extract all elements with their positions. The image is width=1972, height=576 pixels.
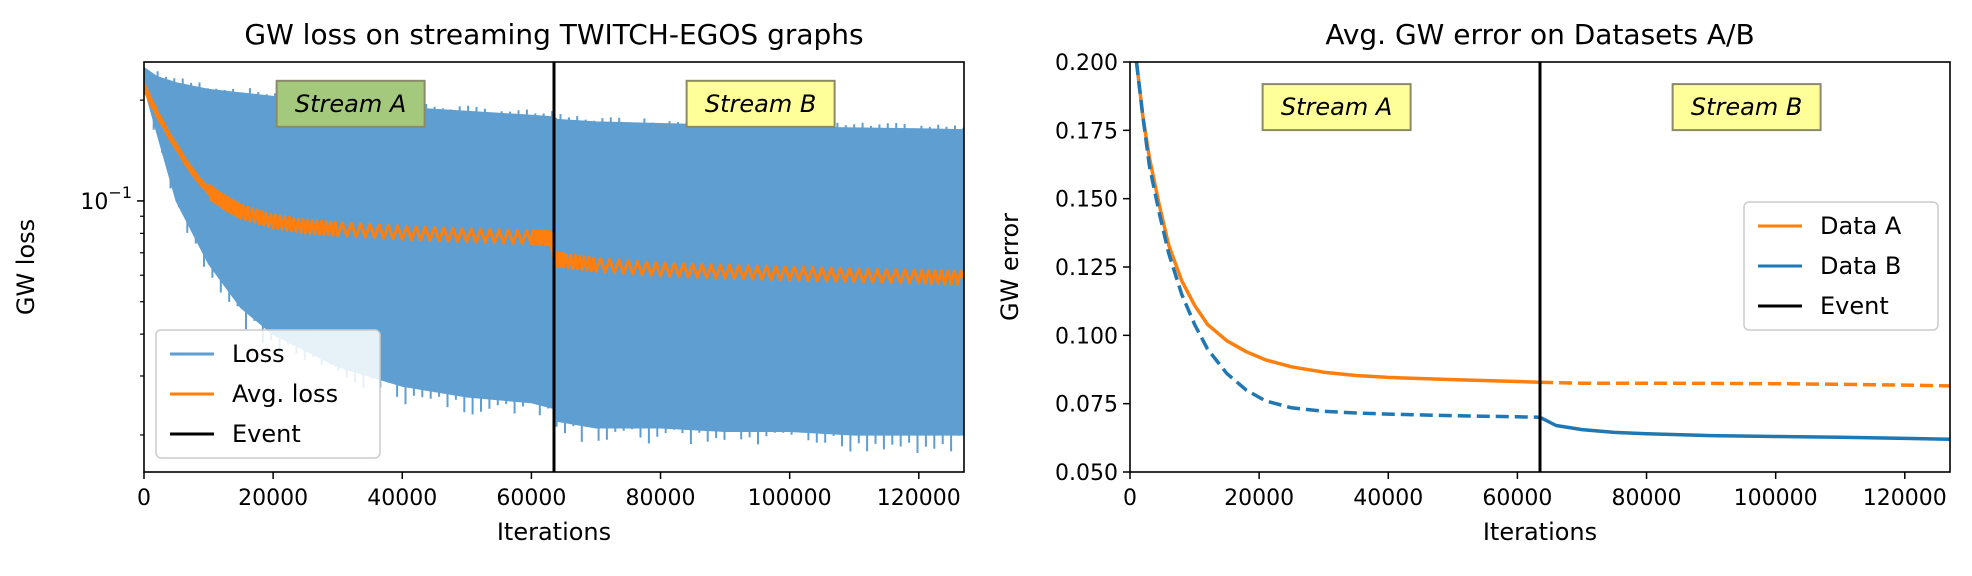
stream-annotation-label: Stream A: [1281, 93, 1392, 121]
legend-label: Event: [1820, 292, 1889, 320]
stream-annotation-label: Stream A: [295, 90, 406, 118]
stream-annotation-label: Stream B: [705, 90, 816, 118]
stream-annotation-box: [275, 79, 426, 128]
plot-area: [1134, 62, 1950, 441]
axes-frame: [143, 61, 965, 473]
x-tick-label: 20000: [238, 486, 308, 511]
x-tick-label: 100000: [748, 486, 832, 511]
legend-label: Avg. loss: [232, 380, 338, 408]
legend-label: Event: [232, 420, 301, 448]
x-tick-label: 0: [1123, 486, 1137, 511]
legend: Loss Avg. loss Event: [155, 329, 381, 459]
y-tick-label: 0.050: [1055, 461, 1118, 486]
y-tick-label: 0.150: [1055, 188, 1118, 213]
x-axis-label: Iterations: [1483, 518, 1597, 546]
x-tick-label: 100000: [1734, 486, 1818, 511]
legend-box: [1743, 201, 1939, 331]
series-line-avg-loss: [144, 82, 964, 286]
legend-label: Data A: [1820, 212, 1902, 240]
legend-box: [155, 329, 381, 459]
loss-panel: Stream A Stream B 0 20000 40000 60000 80000 100…: [12, 18, 965, 546]
x-tick-label: 60000: [496, 486, 566, 511]
stream-annotation-box: [685, 79, 836, 128]
series-line-data-b-after-event-: [1539, 415, 1950, 441]
x-tick-label: 120000: [877, 486, 961, 511]
series-line-data-a-after-event-: [1539, 380, 1950, 388]
stream-annotation-box: [1671, 83, 1822, 132]
y-tick-label: 0.200: [1055, 51, 1118, 76]
y-tick-label: 0.125: [1055, 256, 1118, 281]
y-tick-label: 0.175: [1055, 119, 1118, 144]
legend-label: Loss: [232, 340, 285, 368]
y-tick-label: 0.075: [1055, 393, 1118, 418]
x-tick-label: 0: [137, 486, 151, 511]
x-tick-label: 40000: [1353, 486, 1423, 511]
legend-label: Data B: [1820, 252, 1901, 280]
legend: Data A Data B Event: [1743, 201, 1939, 331]
x-tick-label: 20000: [1224, 486, 1294, 511]
y-axis-label: GW error: [996, 213, 1024, 321]
chart-title: GW loss on streaming TWITCH-EGOS graphs: [244, 18, 863, 51]
x-axis-label: Iterations: [497, 518, 611, 546]
x-tick-label: 80000: [1612, 486, 1682, 511]
x-tick-label: 80000: [626, 486, 696, 511]
x-tick-label: 60000: [1482, 486, 1552, 511]
stream-annotation-label: Stream B: [1691, 93, 1802, 121]
error-panel: Stream A Stream B 0 20000 40000 60000 80000 100…: [996, 18, 1951, 546]
y-tick-label: 0.100: [1055, 324, 1118, 349]
y-tick-label: 10−1: [80, 183, 132, 215]
x-tick-label: 120000: [1863, 486, 1947, 511]
stream-annotation-box: [1261, 83, 1412, 132]
series-line-data-b: [1134, 62, 1541, 420]
chart-title: Avg. GW error on Datasets A/B: [1325, 18, 1754, 51]
y-axis-label: GW loss: [12, 219, 40, 315]
x-tick-label: 40000: [367, 486, 437, 511]
